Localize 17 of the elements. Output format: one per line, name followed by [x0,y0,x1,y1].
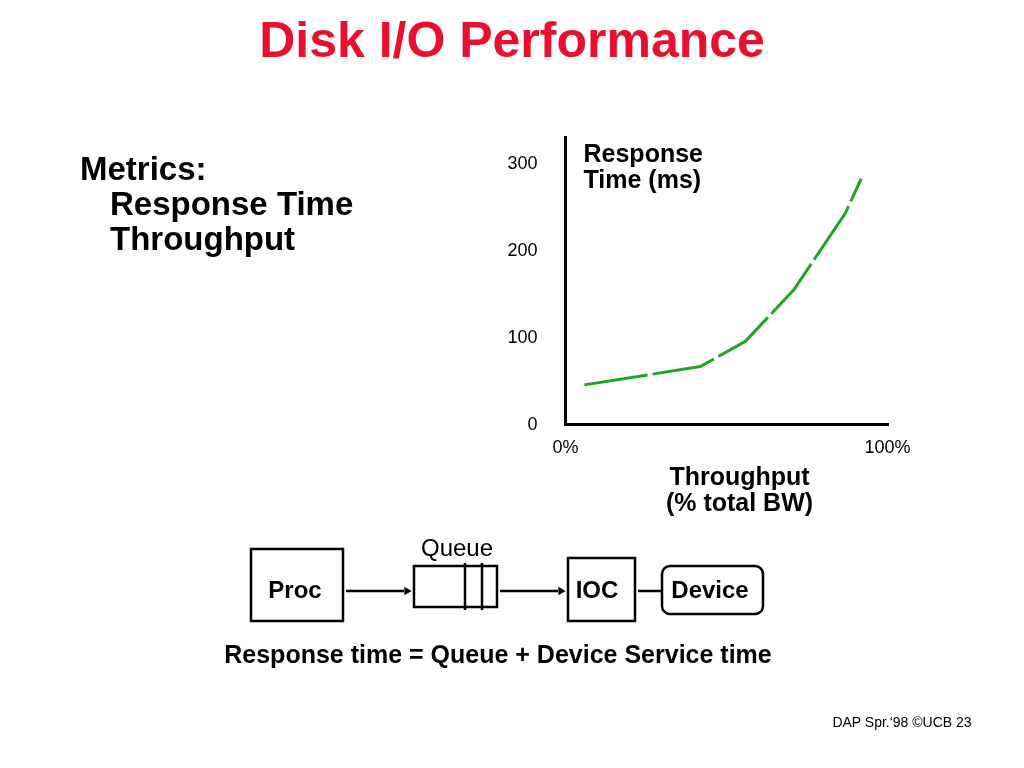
text: Metrics: [80,150,207,187]
text: DAP Spr.‘98 ©UCB 23 [832,714,972,730]
y-tick-label: 0 [527,413,538,434]
text: Response Time [110,185,354,222]
text: Device [671,576,749,603]
text: Proc [268,576,322,603]
x-tick-label: 100% [864,436,911,457]
chart-title: Disk I/O Performance [259,12,765,68]
text: IOC [575,576,619,603]
x-axis-title: Throughput (% total BW) [665,461,814,516]
y-tick-label: 300 [507,152,538,173]
text: Response time = Queue + Device Service time [224,640,772,668]
y-tick-label: 100 [507,326,538,347]
x-tick-label: 0% [552,436,579,457]
y-tick-label: 200 [507,239,538,260]
text: Queue [420,534,494,561]
y-axis-title: Response Time (ms) [583,138,704,193]
